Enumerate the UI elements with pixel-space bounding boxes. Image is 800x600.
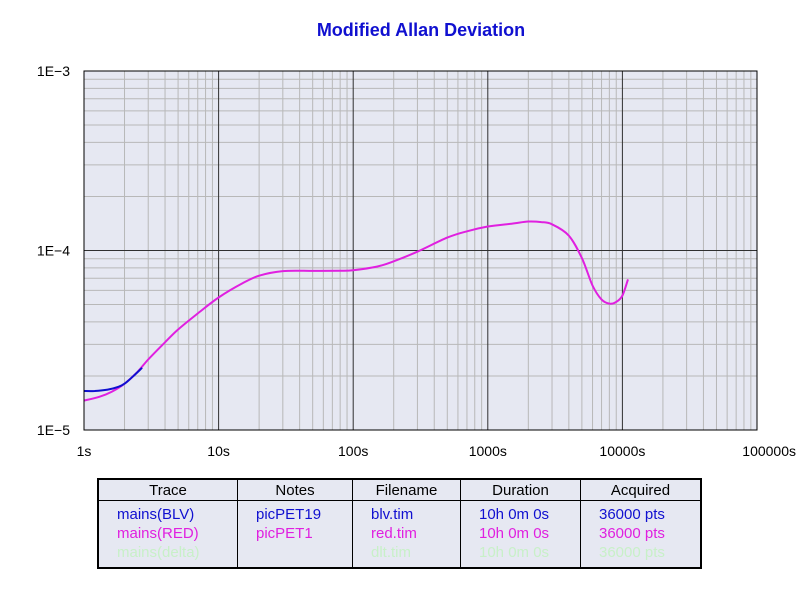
cell-notes: [237, 543, 353, 568]
header-notes: Notes: [237, 478, 353, 501]
y-tick-label: 1E−3: [37, 63, 70, 79]
cell-trace: mains(delta): [97, 543, 238, 568]
cell-duration: 10h 0m 0s: [460, 500, 581, 524]
y-tick-label: 1E−5: [37, 422, 70, 438]
x-tick-label: 1s: [77, 443, 92, 459]
cell-filename: blv.tim: [352, 500, 461, 524]
cell-trace: mains(RED): [97, 524, 238, 543]
y-axis: 1E−5 1E−4 1E−3: [37, 63, 70, 438]
cell-acquired: 36000 pts: [580, 543, 702, 568]
table-row: mains(BLV) picPET19 blv.tim 10h 0m 0s 36000 …: [97, 500, 702, 524]
cell-acquired: 36000 pts: [580, 500, 702, 524]
cell-filename: red.tim: [352, 524, 461, 543]
cell-trace: mains(BLV): [97, 500, 238, 524]
major-grid: [84, 71, 757, 430]
series-line: [83, 220, 629, 402]
cell-filename: dlt.tim: [352, 543, 461, 568]
table-row: mains(delta) dlt.tim 10h 0m 0s 36000 pts: [97, 543, 702, 568]
series-line: [83, 367, 143, 393]
cell-duration: 10h 0m 0s: [460, 524, 581, 543]
header-filename: Filename: [352, 478, 461, 501]
x-tick-label: 10000s: [599, 443, 645, 459]
table-row: mains(RED) picPET1 red.tim 10h 0m 0s 36000 p…: [97, 524, 702, 543]
table-header-row: Trace Notes Filename Duration Acquired: [97, 478, 702, 501]
cell-acquired: 36000 pts: [580, 524, 702, 543]
cell-notes: picPET1: [237, 524, 353, 543]
header-duration: Duration: [460, 478, 581, 501]
x-tick-label: 10s: [207, 443, 230, 459]
x-axis: 1s 10s 100s 1000s 10000s 100000s: [77, 443, 796, 459]
cell-notes: picPET19: [237, 500, 353, 524]
x-tick-label: 1000s: [469, 443, 507, 459]
chart: Modified Allan Deviation 1s 10s 100s 1000s 1…: [37, 20, 796, 459]
trace-table: Trace Notes Filename Duration Acquired m…: [97, 478, 702, 569]
header-acquired: Acquired: [580, 478, 702, 501]
plot-frame: [83, 70, 758, 431]
x-tick-label: 100s: [338, 443, 368, 459]
x-tick-label: 100000s: [742, 443, 796, 459]
cell-duration: 10h 0m 0s: [460, 543, 581, 568]
series-layer: [83, 220, 629, 402]
chart-title: Modified Allan Deviation: [317, 20, 525, 40]
y-tick-label: 1E−4: [37, 243, 70, 259]
header-trace: Trace: [97, 478, 238, 501]
